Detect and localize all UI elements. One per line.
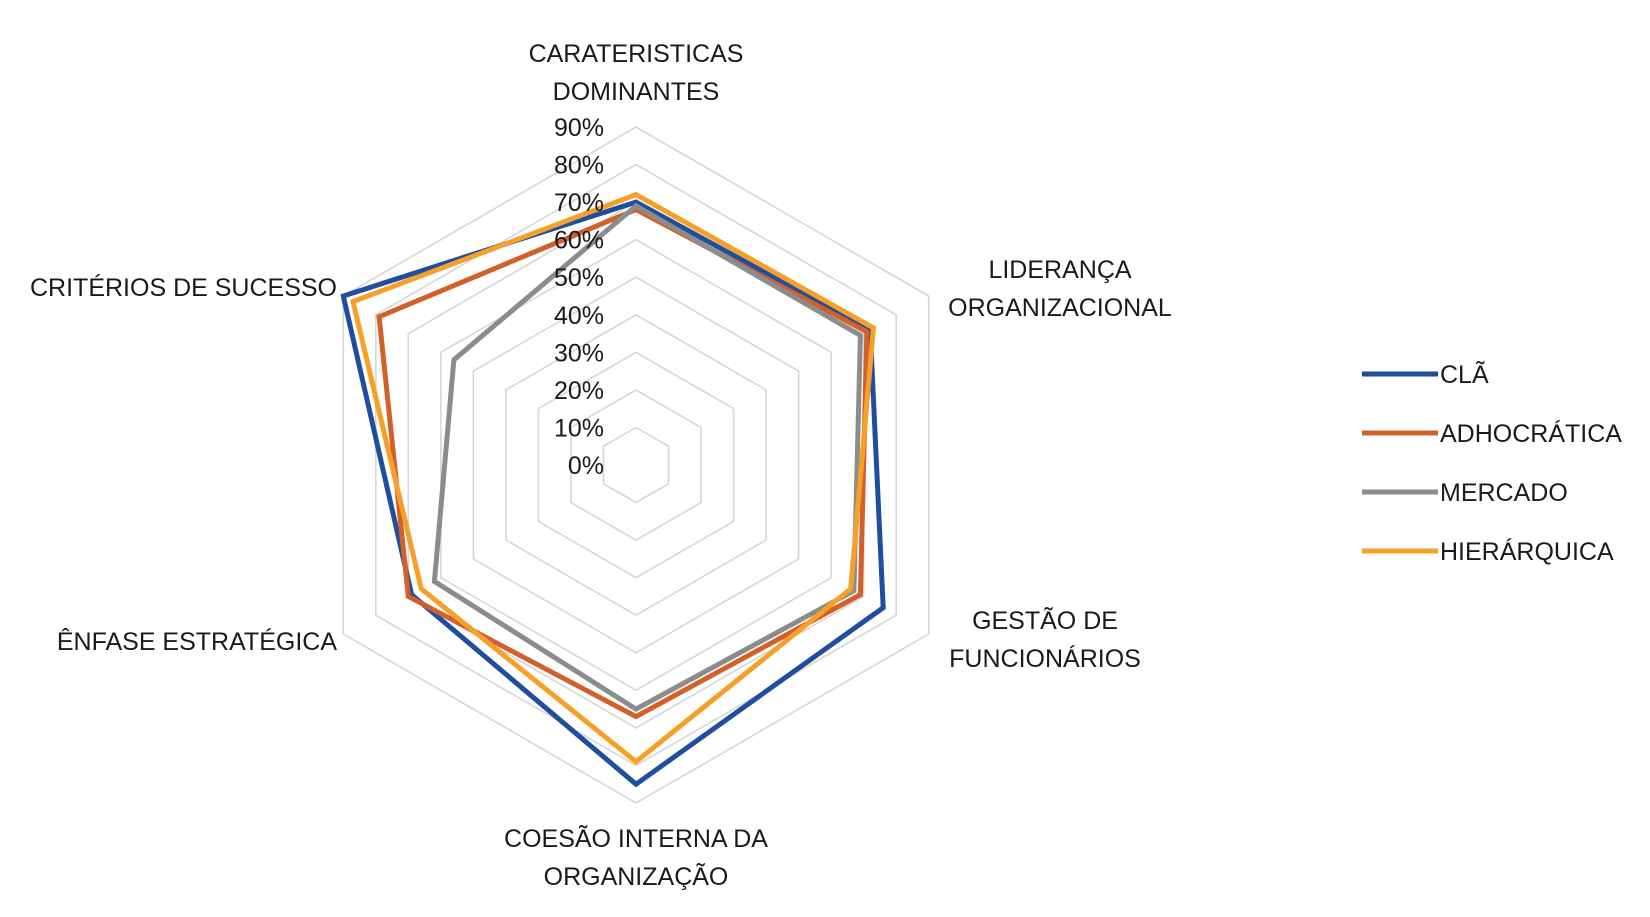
category-label-line: GESTÃO DE (972, 606, 1118, 635)
legend-label: HIERÁRQUICA (1440, 537, 1614, 566)
tick-label: 80% (554, 152, 604, 180)
tick-label: 60% (554, 227, 604, 255)
tick-label: 20% (554, 377, 604, 405)
category-label-line: COESÃO INTERNA DA (504, 824, 768, 853)
legend: CLÃ ADHOCRÁTICA MERCADO HIERÁRQUICA (1362, 360, 1622, 566)
grid-ring (440, 238, 832, 692)
tick-label: 0% (568, 452, 604, 480)
category-label: CRITÉRIOS DE SUCESSO (30, 273, 337, 302)
series-line-2 (431, 202, 863, 712)
grid-ring (342, 126, 930, 804)
tick-label: 30% (554, 339, 604, 367)
legend-label: ADHOCRÁTICA (1440, 419, 1622, 448)
category-label-line: FUNCIONÁRIOS (949, 644, 1141, 673)
tick-label: 40% (554, 302, 604, 330)
radial-tick-labels: 0% 10% 20% 30% 40% 50% 60% 70% 80% 90% (554, 114, 604, 480)
category-label-line: ÊNFASE ESTRATÉGICA (57, 627, 337, 656)
tick-label: 10% (554, 414, 604, 442)
category-label-line: ORGANIZACIONAL (948, 294, 1172, 322)
category-label: CARATERISTICAS DOMINANTES (529, 40, 744, 106)
category-label-line: CRITÉRIOS DE SUCESSO (30, 273, 337, 302)
legend-label: MERCADO (1440, 479, 1568, 507)
grid-ring (374, 163, 898, 767)
category-label-line: CARATERISTICAS (529, 40, 744, 68)
grid-ring (537, 351, 735, 579)
category-label-line: ORGANIZAÇÃO (544, 862, 729, 891)
category-label: GESTÃO DE FUNCIONÁRIOS (949, 606, 1141, 673)
tick-label: 70% (554, 189, 604, 217)
grid (342, 126, 930, 804)
category-label: ÊNFASE ESTRATÉGICA (57, 627, 337, 656)
series-lines (340, 191, 886, 788)
tick-label: 90% (554, 114, 604, 142)
grid-ring (472, 276, 800, 654)
series-line-3 (350, 191, 877, 765)
series-line-0 (340, 199, 886, 788)
category-label-line: LIDERANÇA (988, 256, 1131, 284)
grid-ring (407, 201, 865, 729)
category-label: LIDERANÇA ORGANIZACIONAL (948, 256, 1172, 322)
category-label: COESÃO INTERNA DA ORGANIZAÇÃO (504, 824, 768, 891)
grid-ring (602, 426, 670, 504)
grid-ring (505, 313, 767, 617)
grid-ring (570, 388, 702, 542)
category-labels: CARATERISTICAS DOMINANTES LIDERANÇA ORGANIZ… (30, 40, 1172, 891)
series-line-1 (376, 206, 870, 720)
category-label-line: DOMINANTES (553, 78, 720, 106)
tick-label: 50% (554, 264, 604, 292)
legend-label: CLÃ (1440, 360, 1489, 389)
